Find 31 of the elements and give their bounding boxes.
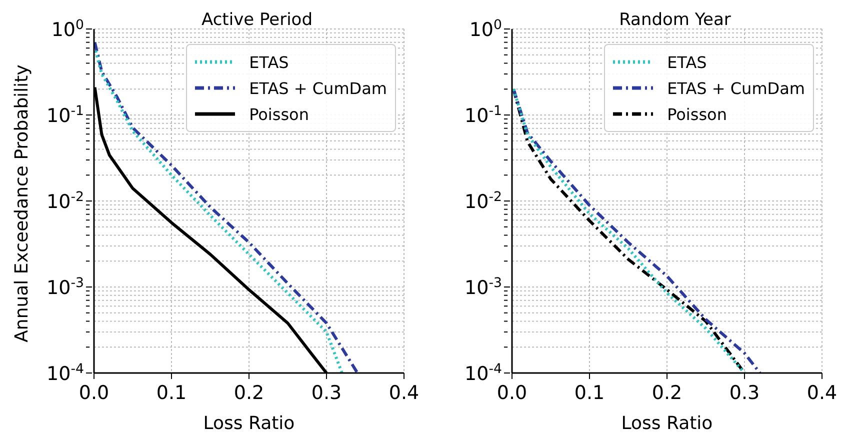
x-tick-label: 0.0 (78, 382, 110, 404)
y-tick-label: 10$^{-4}$ (46, 362, 84, 385)
y-tick-label: 10$^{0}$ (469, 18, 502, 41)
x-tick-label: 0.0 (496, 382, 528, 404)
y-tick-label: 10$^{-1}$ (464, 104, 502, 127)
legend-label: ETAS + CumDam (667, 78, 805, 98)
legend-label: ETAS (667, 52, 707, 72)
y-tick-label: 10$^{-2}$ (46, 190, 84, 213)
y-tick-label: 10$^{-3}$ (46, 276, 84, 299)
chart-title: Random Year (619, 10, 731, 30)
y-tick-label: 10$^{-2}$ (464, 190, 502, 213)
x-tick-label: 0.3 (729, 382, 760, 404)
x-tick-label: 0.3 (311, 382, 342, 404)
x-tick-label: 0.4 (388, 382, 420, 404)
x-tick-label: 0.4 (806, 382, 838, 404)
x-tick-label: 0.1 (574, 382, 605, 404)
legend-label: Poisson (667, 104, 727, 124)
x-axis-title: Loss Ratio (203, 413, 295, 433)
y-tick-label: 10$^{-4}$ (464, 362, 502, 385)
x-axis-title: Loss Ratio (621, 413, 713, 433)
y-axis-title: Annual Exceedance Probability (12, 64, 33, 342)
x-tick-label: 0.2 (234, 382, 264, 404)
y-tick-label: 10$^{-3}$ (464, 276, 502, 299)
legend-label: Poisson (249, 104, 309, 124)
x-tick-label: 0.2 (652, 382, 682, 404)
y-tick-label: 10$^{-1}$ (46, 104, 84, 127)
legend-label: ETAS (249, 52, 289, 72)
x-tick-label: 0.1 (156, 382, 187, 404)
legend-label: ETAS + CumDam (249, 78, 387, 98)
y-tick-label: 10$^{0}$ (51, 18, 84, 41)
chart-title: Active Period (202, 10, 312, 30)
